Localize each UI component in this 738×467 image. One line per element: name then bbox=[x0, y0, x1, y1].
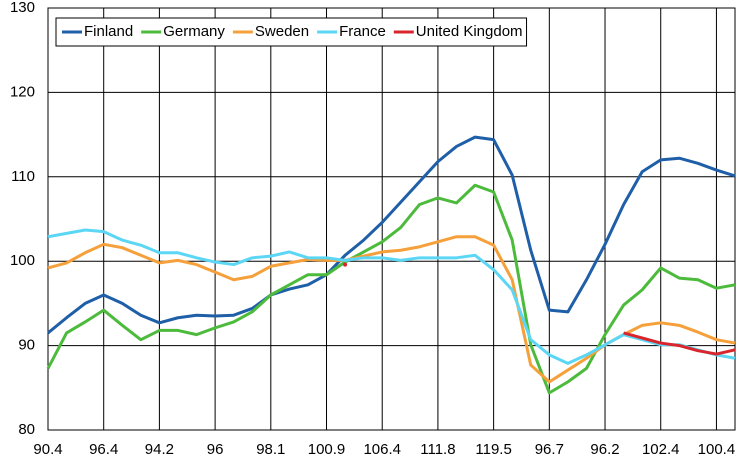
y-tick-label: 80 bbox=[18, 421, 35, 438]
x-tick-label: 100.9 bbox=[308, 441, 346, 458]
legend-label: United Kingdom bbox=[416, 23, 523, 40]
x-tick-label: 96.7 bbox=[535, 441, 564, 458]
legend-label: Sweden bbox=[255, 23, 309, 40]
y-tick-label: 110 bbox=[11, 168, 35, 185]
x-tick-label: 111.8 bbox=[420, 441, 455, 458]
series-line bbox=[623, 331, 736, 356]
y-tick-label: 120 bbox=[10, 83, 35, 100]
legend-label: Germany bbox=[163, 23, 225, 40]
x-tick-label: 98.1 bbox=[256, 441, 285, 458]
legend-box bbox=[55, 17, 528, 47]
x-tick-label: 106.4 bbox=[363, 441, 401, 458]
x-tick-label: 90.4 bbox=[33, 441, 62, 458]
plot-frame bbox=[47, 7, 736, 431]
x-tick-label: 94.2 bbox=[145, 441, 174, 458]
series-point bbox=[343, 262, 348, 267]
plot-area bbox=[48, 8, 735, 430]
legend-label: France bbox=[339, 23, 386, 40]
series-line bbox=[47, 228, 736, 365]
legend-label: Finland bbox=[84, 23, 133, 40]
x-tick-label: 96.2 bbox=[590, 441, 619, 458]
x-tick-label: 96 bbox=[207, 441, 224, 458]
series-line bbox=[47, 135, 736, 335]
x-tick-label: 96.4 bbox=[89, 441, 118, 458]
y-tick-label: 130 bbox=[10, 0, 35, 16]
x-tick-label: 100.4 bbox=[698, 441, 736, 458]
y-tick-label: 90 bbox=[18, 337, 35, 354]
y-tick-label: 100 bbox=[10, 252, 35, 269]
x-tick-label: 119.5 bbox=[475, 441, 511, 458]
series-line bbox=[46, 183, 736, 395]
x-tick-label: 102.4 bbox=[642, 441, 680, 458]
